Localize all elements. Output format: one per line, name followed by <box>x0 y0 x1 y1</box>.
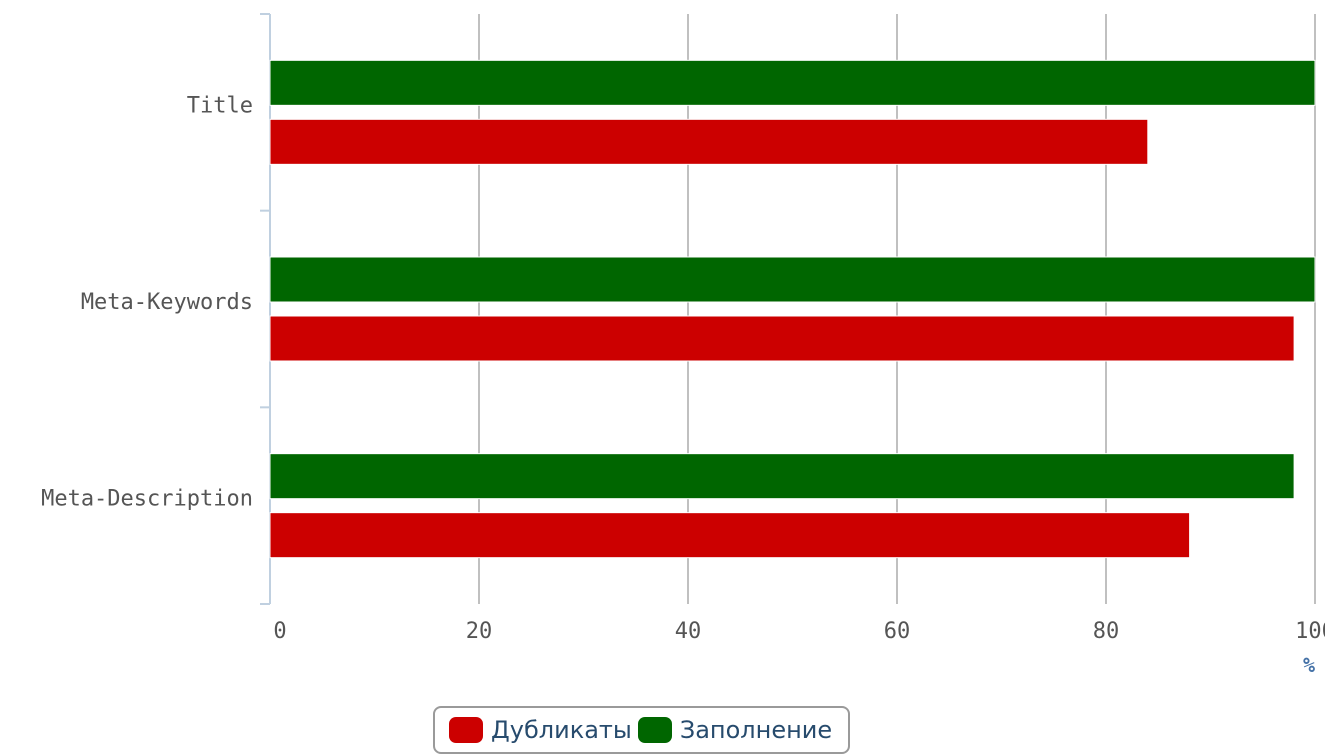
y-category-label-meta-keywords: Meta-Keywords <box>81 290 253 315</box>
x-tick-label-80: 80 <box>1093 619 1120 644</box>
x-tick-label-0: 0 <box>273 619 286 644</box>
bar-duplicates-title <box>269 118 1149 165</box>
legend-swatch-fill <box>637 717 672 743</box>
x-unit-label: % <box>1303 653 1315 677</box>
bar-chart: 0 20 40 60 80 100% Title Meta-Keywords Meta-Desc… <box>41 13 1325 677</box>
x-tick-label-60: 60 <box>884 619 911 644</box>
x-tick-label-20: 20 <box>466 619 493 644</box>
y-category-label-meta-description: Meta-Description <box>41 487 253 512</box>
legend-label-duplicates: Дубликаты <box>491 716 632 744</box>
bar-duplicates-meta-keywords <box>269 315 1295 362</box>
bar-duplicates-meta-description <box>269 512 1191 559</box>
legend-swatch-duplicates <box>449 717 483 743</box>
bar-fill-meta-keywords <box>269 256 1316 303</box>
legend: Дубликаты Заполнение <box>433 706 851 754</box>
x-tick-label-100: 100 <box>1295 619 1325 644</box>
y-category-label-title: Title <box>187 93 253 118</box>
legend-item-duplicates[interactable]: Дубликаты <box>449 716 632 744</box>
legend-label-fill: Заполнение <box>679 716 833 744</box>
legend-item-fill[interactable]: Заполнение <box>637 716 833 744</box>
bar-fill-meta-description <box>269 453 1295 500</box>
x-tick-label-40: 40 <box>675 619 702 644</box>
bar-fill-title <box>269 59 1316 106</box>
